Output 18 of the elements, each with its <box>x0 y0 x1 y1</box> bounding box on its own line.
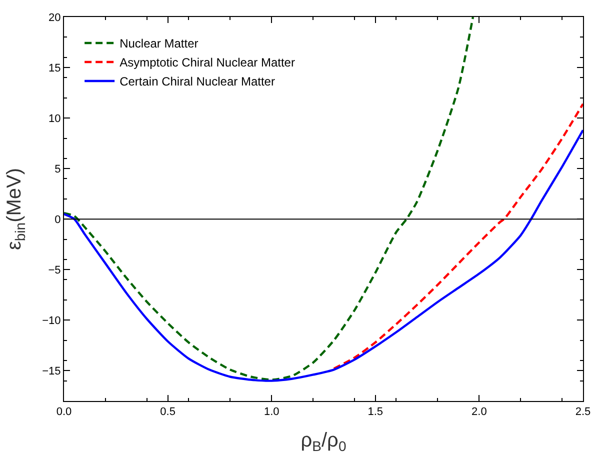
y-tick-label: 5 <box>54 163 61 176</box>
x-tick-label: 1.0 <box>264 406 280 418</box>
x-tick-label: 1.5 <box>368 406 384 418</box>
y-tick-label: 20 <box>48 12 61 24</box>
y-tick-label: −5 <box>48 264 61 276</box>
y-tick-label: 15 <box>48 62 61 74</box>
legend-label: Asymptotic Chiral Nuclear Matter <box>120 56 295 70</box>
y-tick-label: −15 <box>42 366 61 378</box>
x-axis-title: ρ$_{B}$/ρ$_{0}$ <box>300 430 346 454</box>
x-tick-label: 2.0 <box>472 406 487 418</box>
y-tick-label: 10 <box>48 112 61 125</box>
y-tick-label: −10 <box>42 315 61 328</box>
x-tick-label: 0.5 <box>160 406 176 418</box>
x-tick-label: 0.0 <box>56 406 72 418</box>
y-tick-label: 0 <box>54 214 61 226</box>
legend-label: Certain Chiral Nuclear Matter <box>120 74 275 89</box>
x-tick-label: 2.5 <box>575 406 591 418</box>
legend-label: Nuclear Matter <box>120 36 198 51</box>
